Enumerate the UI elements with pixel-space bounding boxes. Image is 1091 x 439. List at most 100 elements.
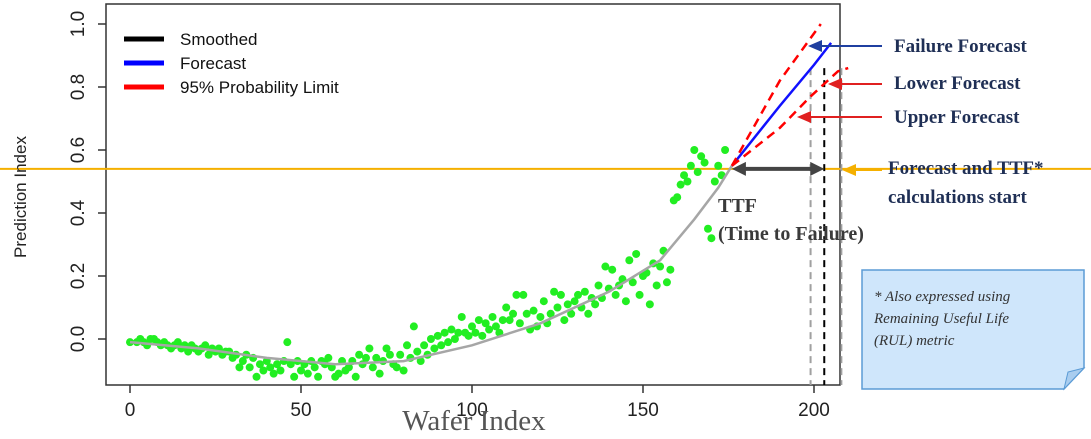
data-point-72 [376,370,384,378]
data-point-57 [324,354,332,362]
data-point-159 [673,193,681,201]
data-point-77 [393,363,401,371]
data-point-100 [471,329,479,337]
series-line-forecast [732,43,831,166]
data-point-160 [677,181,685,189]
data-point-135 [591,300,599,308]
data-point-47 [290,373,298,381]
data-point-85 [420,341,428,349]
data-point-101 [475,316,483,324]
data-point-156 [663,278,671,286]
series-line-upper-95-limit [732,24,821,166]
data-point-115 [523,310,531,318]
x-tick-label-1: 50 [290,400,311,421]
data-point-93 [447,326,455,334]
data-point-111 [509,310,517,318]
y-axis-label: Prediction Index [11,136,30,258]
data-point-82 [410,322,418,330]
data-point-169 [707,234,715,242]
legend-label-smoothed: Smoothed [180,30,258,49]
note-line-3: (RUL) metric [874,333,955,349]
data-point-145 [625,256,633,264]
data-point-41 [270,370,278,378]
x-tick-label-0: 0 [125,400,136,421]
data-point-113 [516,319,524,327]
note-card-shape [862,270,1084,389]
rul-note-card: * Also expressed using Remaining Useful … [862,270,1084,389]
data-point-98 [465,332,473,340]
data-point-75 [386,351,394,359]
data-point-95 [454,329,462,337]
data-point-148 [636,291,644,299]
note-line-2: Remaining Useful Life [873,311,1009,327]
data-point-88 [430,344,438,352]
data-point-54 [314,373,322,381]
data-point-91 [441,329,449,337]
annotation-upper-forecast: Upper Forecast [894,107,1020,128]
data-point-68 [362,354,370,362]
series-line-smoothed [130,166,732,364]
data-point-114 [519,291,527,299]
legend: Smoothed Forecast 95% Probability Limit [124,30,339,97]
data-point-173 [721,146,729,154]
data-point-141 [612,291,620,299]
data-point-136 [595,281,603,289]
data-point-123 [550,288,558,296]
data-point-125 [557,291,565,299]
x-axis-label: Wafer Index [402,405,546,437]
data-point-66 [355,351,363,359]
data-point-112 [512,291,520,299]
data-point-117 [530,307,538,315]
data-point-133 [584,310,592,318]
ttf-arrow-head-right [810,162,824,176]
data-point-171 [714,162,722,170]
scatter-points [126,146,729,381]
forecast-start-arrow-head [842,164,856,176]
data-point-170 [711,178,719,186]
data-point-120 [540,297,548,305]
data-point-96 [458,313,466,321]
x-tick-label-3: 150 [627,400,659,421]
annotation-forecast-start-line1: Forecast and TTF* [888,158,1044,179]
annotation-lower-forecast: Lower Forecast [894,73,1021,94]
data-point-127 [564,300,572,308]
data-point-65 [352,373,360,381]
data-point-108 [499,316,507,324]
data-point-130 [574,291,582,299]
data-point-132 [581,288,589,296]
y-tick-label-3: 0.6 [68,137,89,163]
data-point-60 [335,370,343,378]
data-point-38 [259,367,267,375]
data-point-90 [437,341,445,349]
ttf-arrow [732,162,824,176]
data-point-71 [372,354,380,362]
data-point-126 [560,316,568,324]
data-point-89 [434,332,442,340]
data-point-79 [400,367,408,375]
data-point-87 [427,335,435,343]
data-point-144 [622,297,630,305]
data-point-80 [403,341,411,349]
data-point-102 [478,332,486,340]
data-point-53 [311,363,319,371]
data-point-78 [396,351,404,359]
annotation-ttf: TTF [718,195,757,217]
data-point-69 [365,344,373,352]
data-point-164 [690,146,698,154]
data-point-92 [444,338,452,346]
data-point-138 [601,263,609,271]
data-point-124 [554,304,562,312]
data-point-83 [413,348,421,356]
annotation-forecast-start-line2: calculations start [888,187,1027,208]
annotation-failure-forecast: Failure Forecast [894,36,1027,57]
data-point-165 [694,168,702,176]
data-point-105 [489,313,497,321]
data-point-168 [704,225,712,233]
legend-label-forecast: Forecast [180,54,246,73]
upper-forecast-arrow-head [797,111,811,123]
data-point-157 [666,266,674,274]
data-point-162 [683,178,691,186]
lower-forecast-arrow-head [828,78,842,90]
data-point-153 [653,281,661,289]
